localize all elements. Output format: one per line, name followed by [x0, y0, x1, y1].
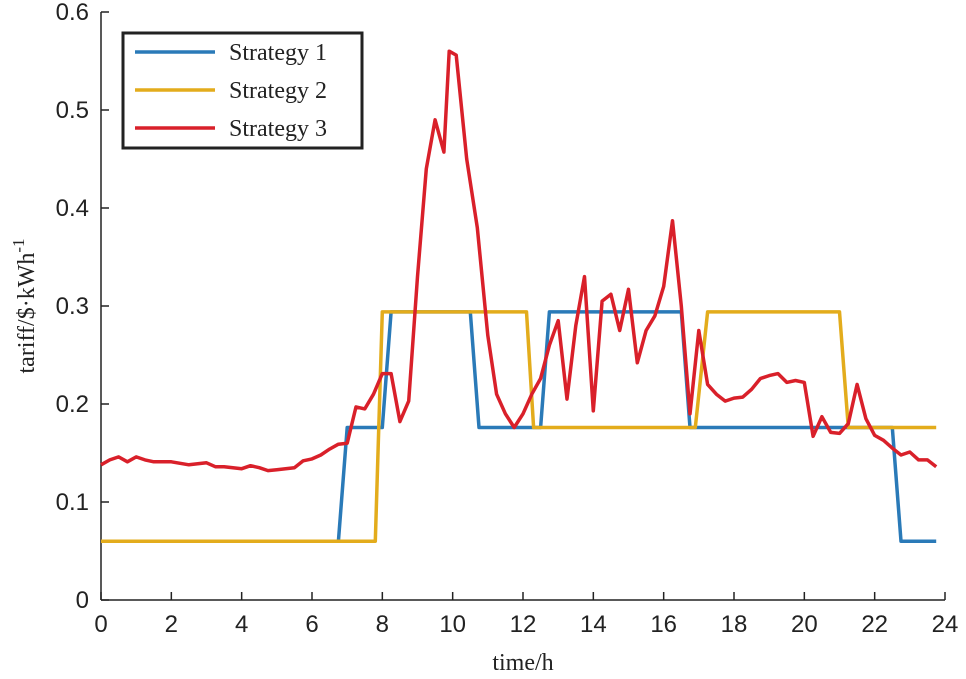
x-tick-label: 4	[235, 611, 248, 638]
legend-label: Strategy 1	[229, 40, 327, 66]
y-tick-label: 0.6	[56, 0, 89, 26]
x-tick-label: 8	[376, 611, 389, 638]
y-tick-label: 0.5	[56, 97, 89, 124]
x-tick-label: 12	[510, 611, 537, 638]
x-tick-label: 18	[721, 611, 748, 638]
legend-label: Strategy 2	[229, 78, 327, 104]
series-line	[100, 49, 938, 473]
x-tick-label: 2	[165, 611, 178, 638]
x-tick-label: 20	[791, 611, 818, 638]
y-tick-label: 0.3	[56, 293, 89, 320]
x-axis-label: time/h	[492, 650, 553, 676]
y-tick-label: 0	[76, 587, 89, 614]
x-tick-label: 22	[861, 611, 888, 638]
x-tick-label: 24	[932, 611, 959, 638]
x-tick-label: 14	[580, 611, 607, 638]
y-tick-label: 0.1	[56, 489, 89, 516]
x-tick-label: 0	[94, 611, 107, 638]
x-tick-label: 16	[650, 611, 677, 638]
y-tick-label: 0.2	[56, 391, 89, 418]
y-axis-label: tariff/$·kWh-1	[9, 238, 40, 373]
y-axis-label-main: tariff/$·kWh	[14, 253, 40, 374]
x-tick-label: 6	[305, 611, 318, 638]
y-tick-label: 0.4	[56, 195, 89, 222]
x-tick-label: 10	[439, 611, 466, 638]
legend-label: Strategy 3	[229, 116, 327, 142]
series-line	[101, 310, 937, 543]
y-axis-label-superscript: -1	[9, 238, 28, 252]
